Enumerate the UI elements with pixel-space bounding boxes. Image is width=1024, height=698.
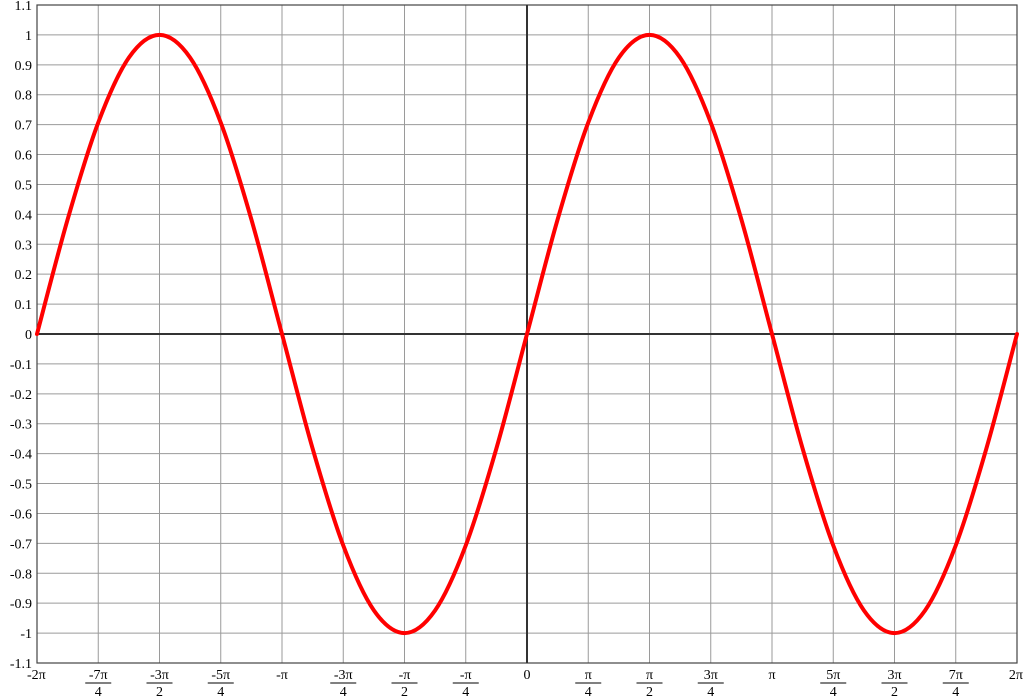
y-tick-label: 0.9 bbox=[15, 59, 33, 74]
x-tick-denominator: 4 bbox=[707, 685, 714, 698]
y-tick-labels: 1.1 1 0.9 0.8 0.7 0.6 0.5 0.4 0.3 0.2 0.1 0 -0.1 -0.2… bbox=[10, 0, 32, 672]
y-tick-label: -0.2 bbox=[10, 388, 32, 403]
y-tick-label: -0.7 bbox=[10, 537, 32, 552]
x-tick-numerator: -7π bbox=[89, 668, 108, 683]
x-tick-label: 3π2 bbox=[881, 668, 908, 698]
x-tick-label: 0 bbox=[524, 668, 531, 683]
y-tick-label: 0.4 bbox=[15, 208, 33, 223]
x-tick-label: -3π4 bbox=[330, 668, 357, 698]
x-tick-denominator: 4 bbox=[462, 685, 469, 698]
x-tick-label: 7π4 bbox=[942, 668, 969, 698]
x-tick-denominator: 4 bbox=[340, 685, 347, 698]
x-tick-text: 0 bbox=[524, 668, 531, 683]
x-tick-numerator: π bbox=[646, 668, 653, 683]
y-tick-label: 1 bbox=[25, 29, 32, 44]
x-tick-label: -5π4 bbox=[207, 668, 234, 698]
x-tick-label: 5π4 bbox=[820, 668, 847, 698]
y-tick-label: 0.6 bbox=[15, 149, 33, 164]
x-tick-denominator: 4 bbox=[830, 685, 837, 698]
x-tick-numerator: 7π bbox=[949, 668, 963, 683]
x-tick-numerator: 3π bbox=[704, 668, 718, 683]
y-tick-label: 0.7 bbox=[15, 119, 33, 134]
x-tick-text: -2π bbox=[27, 668, 46, 683]
y-tick-label: 0.2 bbox=[15, 268, 33, 283]
x-tick-label: -π 4 bbox=[452, 668, 479, 698]
y-tick-label: 1.1 bbox=[15, 0, 33, 14]
x-tick-label: π4 bbox=[575, 668, 602, 698]
x-tick-denominator: 2 bbox=[646, 685, 653, 698]
x-tick-numerator: 3π bbox=[887, 668, 901, 683]
x-tick-text: 2π bbox=[1009, 668, 1023, 683]
y-tick-label: -0.9 bbox=[10, 597, 32, 612]
x-tick-text: π bbox=[768, 668, 775, 683]
x-tick-text: -π bbox=[276, 668, 288, 683]
x-tick-denominator: 2 bbox=[156, 685, 163, 698]
x-tick-label: -π 2 bbox=[391, 668, 418, 698]
x-tick-label: 2π bbox=[1009, 668, 1023, 683]
x-tick-numerator: -π bbox=[460, 668, 472, 683]
x-tick-label: -π bbox=[276, 668, 288, 683]
x-tick-numerator: 5π bbox=[826, 668, 840, 683]
x-tick-numerator: -5π bbox=[211, 668, 230, 683]
x-tick-numerator: -π bbox=[399, 668, 411, 683]
y-tick-label: -0.1 bbox=[10, 358, 32, 373]
x-tick-numerator: π bbox=[585, 668, 592, 683]
y-tick-label: 0.5 bbox=[15, 178, 33, 193]
x-tick-denominator: 2 bbox=[891, 685, 898, 698]
x-tick-label: -2π bbox=[27, 668, 46, 683]
x-tick-denominator: 2 bbox=[401, 685, 408, 698]
x-tick-label: -3π2 bbox=[146, 668, 173, 698]
x-tick-numerator: -3π bbox=[150, 668, 169, 683]
x-tick-denominator: 4 bbox=[952, 685, 959, 698]
y-tick-label: -0.8 bbox=[10, 567, 32, 582]
x-tick-label: -7π4 bbox=[85, 668, 112, 698]
x-tick-denominator: 4 bbox=[95, 685, 102, 698]
x-tick-label: 3π4 bbox=[697, 668, 724, 698]
y-tick-label: -1 bbox=[20, 627, 32, 642]
y-tick-label: 0.1 bbox=[15, 298, 33, 313]
x-tick-denominator: 4 bbox=[217, 685, 224, 698]
y-tick-label: -0.3 bbox=[10, 418, 32, 433]
x-tick-numerator: -3π bbox=[334, 668, 353, 683]
y-tick-label: 0.3 bbox=[15, 238, 33, 253]
x-tick-denominator: 4 bbox=[585, 685, 592, 698]
curve-layer bbox=[35, 32, 1019, 636]
x-tick-label: π2 bbox=[636, 668, 663, 698]
y-tick-label: -0.6 bbox=[10, 507, 32, 522]
y-tick-label: 0.8 bbox=[15, 89, 33, 104]
y-tick-label: 0 bbox=[25, 328, 32, 343]
y-tick-label: -0.4 bbox=[10, 448, 32, 463]
y-tick-label: -0.5 bbox=[10, 478, 32, 493]
sine-curve bbox=[35, 32, 1019, 636]
x-tick-label: π bbox=[768, 668, 775, 683]
y-tick-label: -1.1 bbox=[10, 657, 32, 672]
